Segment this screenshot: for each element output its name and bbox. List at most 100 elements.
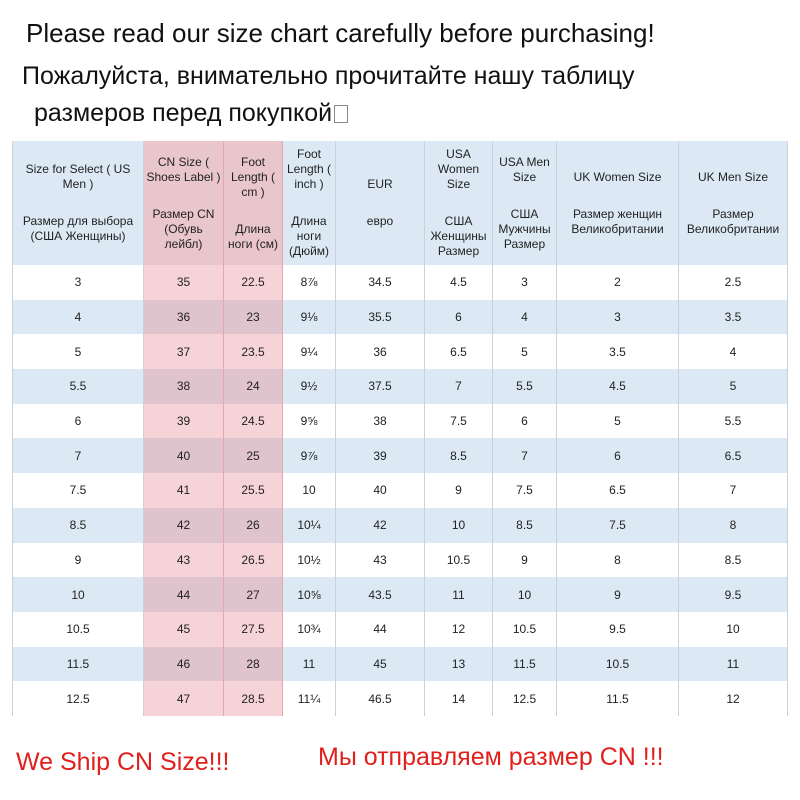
table-cell: 9.5	[556, 611, 679, 647]
table-cell: 10½	[282, 542, 336, 578]
table-cell: 3.5	[556, 334, 679, 370]
table-cell: 9⅛	[282, 299, 336, 335]
table-cell: 37	[143, 334, 224, 370]
header-english: Size for Select ( US Men )	[25, 162, 131, 191]
table-cell: 5.5	[678, 403, 788, 439]
table-row: 10 44 27 10⅝ 43.5 11 10 9 9.5	[12, 577, 788, 612]
header-english: UK Women Size	[573, 169, 662, 184]
table-cell: 28.5	[223, 681, 283, 716]
table-cell: 4	[12, 299, 144, 335]
table-cell: 11.5	[556, 681, 679, 716]
table-row: 10.5 45 27.5 10¾ 44 12 10.5 9.5 10	[12, 611, 788, 647]
header-russian: евро	[366, 214, 394, 228]
table-cell: 12	[678, 681, 788, 716]
table-cell: 4.5	[424, 265, 493, 300]
size-chart-table: Size for Select ( US Men ) Размер для выб…	[12, 141, 788, 716]
table-cell: 10	[424, 507, 493, 543]
table-cell: 13	[424, 646, 493, 682]
table-row: 4 36 23 9⅛ 35.5 6 4 3 3.5	[12, 299, 788, 335]
table-cell: 7	[492, 438, 557, 474]
table-cell: 6	[424, 299, 493, 335]
table-cell: 10⅝	[282, 577, 336, 612]
table-cell: 5.5	[12, 369, 144, 404]
header-russian: США Женщины Размер	[430, 214, 487, 258]
table-cell: 12.5	[12, 681, 144, 716]
table-row: 7.5 41 25.5 10 40 9 7.5 6.5 7	[12, 473, 788, 508]
table-row: 9 43 26.5 10½ 43 10.5 9 8 8.5	[12, 542, 788, 578]
table-cell: 11.5	[492, 646, 557, 682]
table-cell: 26	[223, 507, 283, 543]
table-cell: 10	[12, 577, 144, 612]
table-row: 5.5 38 24 9½ 37.5 7 5.5 4.5 5	[12, 369, 788, 404]
table-cell: 26.5	[223, 542, 283, 578]
header-russian: Размер для выбора (США Женщины)	[22, 214, 134, 243]
table-cell: 2	[556, 265, 679, 300]
table-cell: 7.5	[556, 507, 679, 543]
table-cell: 12.5	[492, 681, 557, 716]
table-cell: 7.5	[424, 403, 493, 439]
missing-glyph-icon	[334, 105, 349, 123]
table-cell: 7.5	[492, 473, 557, 508]
table-row: 11.5 46 28 11 45 13 11.5 10.5 11	[12, 646, 788, 682]
header-russian: Размер женщин Великобритании	[571, 206, 664, 236]
header-russian: Длина ноги (см)	[228, 221, 278, 251]
table-cell: 10	[282, 473, 336, 508]
header-russian: Размер CN (Обувь лейбл)	[152, 206, 215, 251]
table-cell: 4.5	[556, 369, 679, 404]
table-row: 6 39 24.5 9⅝ 38 7.5 6 5 5.5	[12, 403, 788, 439]
header-english: CN Size ( Shoes Label )	[146, 154, 221, 184]
table-cell: 10¼	[282, 507, 336, 543]
table-cell: 7	[12, 438, 144, 474]
table-cell: 5.5	[492, 369, 557, 404]
table-cell: 8.5	[424, 438, 493, 474]
column-header: Foot Length ( cm ) Длина ноги (см)	[223, 141, 283, 265]
table-cell: 9¼	[282, 334, 336, 370]
header-english: EUR	[367, 177, 393, 191]
table-cell: 43	[143, 542, 224, 578]
table-cell: 9	[556, 577, 679, 612]
table-cell: 7	[424, 369, 493, 404]
table-cell: 47	[143, 681, 224, 716]
table-cell: 4	[492, 299, 557, 335]
header-russian: США Мужчины Размер	[498, 206, 551, 251]
table-cell: 3	[12, 265, 144, 300]
table-row: 8.5 42 26 10¼ 42 10 8.5 7.5 8	[12, 507, 788, 543]
table-row: 5 37 23.5 9¼ 36 6.5 5 3.5 4	[12, 334, 788, 370]
table-cell: 43	[335, 542, 425, 578]
table-row: 12.5 47 28.5 11¼ 46.5 14 12.5 11.5 12	[12, 681, 788, 716]
table-cell: 8.5	[492, 507, 557, 543]
table-cell: 11	[282, 646, 336, 682]
header-english: USA Men Size	[499, 154, 550, 184]
header-russian: Длина ноги (Дюйм)	[288, 214, 330, 258]
header-english: Foot Length ( inch )	[286, 147, 332, 191]
table-cell: 23	[223, 299, 283, 335]
table-cell: 2.5	[678, 265, 788, 300]
table-cell: 38	[335, 403, 425, 439]
table-cell: 8⅞	[282, 265, 336, 300]
table-cell: 8.5	[678, 542, 788, 578]
header-russian: Размер Великобритании	[686, 206, 780, 236]
header-english: UK Men Size	[697, 169, 769, 184]
table-cell: 10.5	[556, 646, 679, 682]
table-cell: 8	[678, 507, 788, 543]
footer-russian: Мы отправляем размер CN !!!	[318, 743, 664, 771]
table-cell: 7	[678, 473, 788, 508]
table-cell: 43.5	[335, 577, 425, 612]
table-cell: 11	[424, 577, 493, 612]
table-cell: 9	[12, 542, 144, 578]
column-header: UK Men Size Размер Великобритании	[678, 141, 788, 265]
table-cell: 6	[492, 403, 557, 439]
table-cell: 27	[223, 577, 283, 612]
table-cell: 3.5	[678, 299, 788, 335]
table-cell: 36	[143, 299, 224, 335]
table-cell: 5	[556, 403, 679, 439]
table-row: 3 35 22.5 8⅞ 34.5 4.5 3 2 2.5	[12, 265, 788, 300]
table-cell: 6.5	[678, 438, 788, 474]
table-cell: 36	[335, 334, 425, 370]
table-cell: 9⅞	[282, 438, 336, 474]
footer-english: We Ship CN Size!!!	[16, 748, 230, 776]
table-cell: 46	[143, 646, 224, 682]
table-cell: 45	[143, 611, 224, 647]
table-cell: 42	[335, 507, 425, 543]
column-header: UK Women Size Размер женщин Великобритани…	[556, 141, 679, 265]
